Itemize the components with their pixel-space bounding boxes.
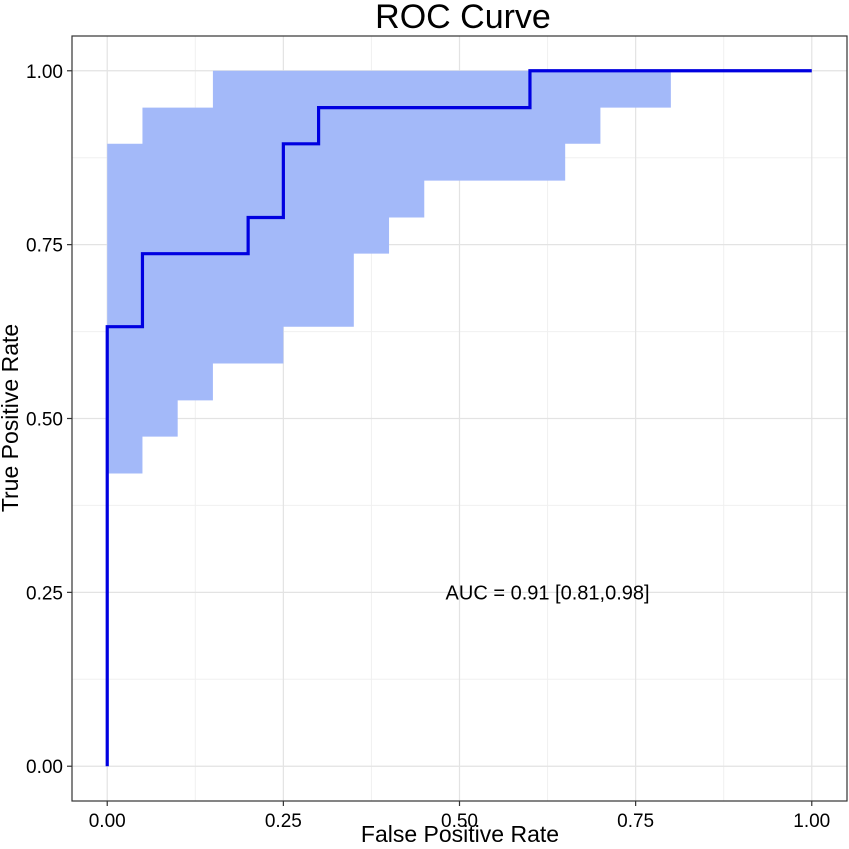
y-tick-label: 0.50: [26, 410, 63, 431]
y-axis-title: True Positive Rate: [0, 324, 23, 512]
roc-curve-line: [105, 69, 812, 767]
y-tick-label: 0.25: [26, 583, 63, 604]
auc-annotation: AUC = 0.91 [0.81,0.98]: [446, 582, 650, 604]
x-tick-label: 0.50: [441, 811, 478, 832]
annotations: AUC = 0.91 [0.81,0.98]: [446, 582, 650, 604]
x-tick-label: 1.00: [793, 811, 830, 832]
chart-title: ROC Curve: [375, 0, 551, 36]
x-axis-ticks: 0.00 0.25 0.50 0.75 1.00: [89, 801, 830, 832]
series-layer: [105, 69, 812, 767]
x-tick-label: 0.25: [265, 811, 302, 832]
y-tick-label: 1.00: [26, 62, 63, 83]
x-tick-label: 0.75: [617, 811, 654, 832]
y-tick-label: 0.75: [26, 236, 63, 257]
x-tick-label: 0.00: [89, 811, 126, 832]
x-axis-title: False Positive Rate: [361, 821, 559, 847]
y-tick-label: 0.00: [26, 757, 63, 778]
y-axis-ticks: 0.00 0.25 0.50 0.75 1.00: [26, 62, 72, 778]
